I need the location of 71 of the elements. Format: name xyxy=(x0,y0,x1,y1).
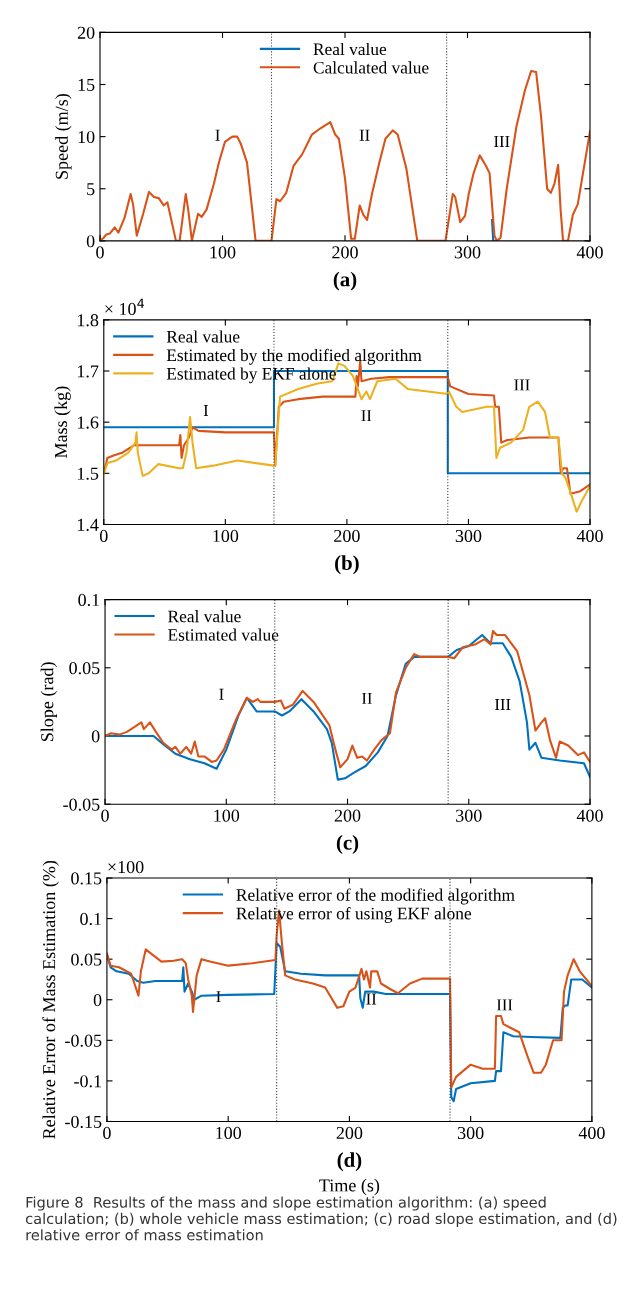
legend-label: Calculated value xyxy=(313,61,429,74)
y-tick-label: 0 xyxy=(86,235,95,248)
y-axis-title: Relative Error of Mass Estimation (%) xyxy=(42,860,59,1139)
legend-label: Real value xyxy=(168,610,241,623)
y-tick-label: 0.1 xyxy=(80,912,101,926)
y-tick-label: 20 xyxy=(77,26,95,39)
y-tick-label: 0.1 xyxy=(78,593,100,607)
y-tick-label: 0 xyxy=(93,994,102,1007)
text: (b) xyxy=(335,555,359,575)
x-tick-label: 100 xyxy=(214,809,240,822)
text: (c) xyxy=(336,835,359,854)
x-tick-label: 400 xyxy=(576,246,603,259)
annotation: I xyxy=(215,129,220,141)
x-tick-label: 400 xyxy=(578,1126,605,1140)
x-tick-label: 400 xyxy=(576,529,603,543)
x-tick-label: 200 xyxy=(332,246,358,259)
annotation: II xyxy=(361,692,372,704)
text: (a) xyxy=(333,271,357,291)
annotation: II xyxy=(366,993,377,1005)
y-tick-label: -0.1 xyxy=(74,1075,101,1088)
annotation: III xyxy=(496,999,513,1011)
y-tick-label: 0 xyxy=(91,730,100,743)
y-tick-label: 1.5 xyxy=(77,467,99,480)
annotation: I xyxy=(203,405,209,416)
text: × 10$^{4}$ xyxy=(105,298,145,316)
annotation: I xyxy=(216,991,221,1003)
y-tick-label: 5 xyxy=(87,183,95,196)
y-axis-title: Speed (m/s) xyxy=(55,94,72,179)
y-tick-label: 0.05 xyxy=(71,953,102,966)
y-tick-label: 10 xyxy=(78,130,95,144)
annotation: II xyxy=(359,129,370,141)
y-tick-label: -0.05 xyxy=(65,1034,102,1047)
legend-label: Relative error of the modified algorithm xyxy=(236,888,515,905)
x-tick-label: 100 xyxy=(210,246,236,259)
legend-label: Estimated by the modified algorithm xyxy=(166,348,422,365)
annotation: I xyxy=(219,688,224,700)
legend-label: Estimated value xyxy=(168,628,279,641)
caption: Figure 8 Results of the mass and slope estimation algorithm: (a) speed calculation; (b) whole vehicle mass estimation; (c) road slope estimation, and (d) relative error of mass estimation xyxy=(25,1196,617,1241)
y-axis-title: Mass (kg) xyxy=(54,386,71,459)
x-axis-title: Time (s) xyxy=(319,1178,380,1196)
x-tick-label: 0 xyxy=(103,1126,111,1140)
x-tick-label: 200 xyxy=(334,529,360,543)
x-tick-label: 200 xyxy=(334,809,361,822)
y-tick-label: 15 xyxy=(78,78,95,91)
annotation: III xyxy=(514,379,530,391)
x-tick-label: 400 xyxy=(576,809,603,822)
text: ×100 xyxy=(108,860,144,874)
y-tick-label: 1.4 xyxy=(77,518,99,531)
y-tick-label: -0.15 xyxy=(65,1115,102,1128)
x-tick-label: 300 xyxy=(454,246,481,259)
x-tick-label: 100 xyxy=(216,1126,242,1140)
y-axis-title: Slope (rad) xyxy=(40,662,58,742)
x-tick-label: 200 xyxy=(336,1126,363,1140)
y-tick-label: 1.7 xyxy=(77,365,99,378)
line-series xyxy=(106,909,592,1089)
annotation: III xyxy=(494,699,511,710)
y-tick-label: 0.05 xyxy=(69,662,100,675)
x-tick-label: 300 xyxy=(455,529,482,543)
legend-label: Real value xyxy=(166,330,240,343)
line-series xyxy=(106,941,592,1103)
text: (d) xyxy=(337,1152,362,1172)
annotation: III xyxy=(494,135,510,147)
x-tick-label: 100 xyxy=(213,529,239,543)
y-tick-label: 1.6 xyxy=(77,416,99,429)
x-tick-label: 300 xyxy=(456,809,482,822)
x-tick-label: 300 xyxy=(457,1126,484,1140)
y-tick-label: 1.8 xyxy=(77,314,99,327)
legend-label: Real value xyxy=(313,42,387,56)
annotation: II xyxy=(361,410,372,422)
y-tick-label: 0.15 xyxy=(71,872,102,885)
y-tick-label: -0.05 xyxy=(63,798,100,811)
